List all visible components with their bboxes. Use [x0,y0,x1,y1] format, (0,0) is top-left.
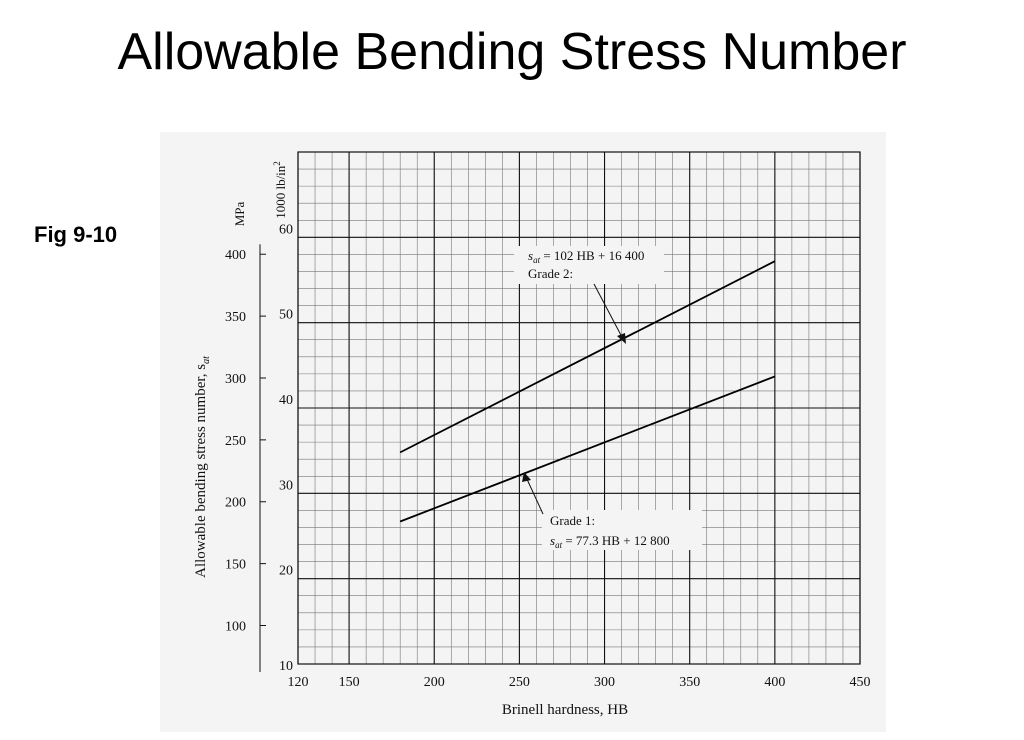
ksi-tick-label: 20 [279,564,293,579]
major-grid [297,151,861,665]
plot-frame [297,151,861,665]
ksi-tick-label: 40 [279,393,293,408]
ksi-unit-label: 1000 lb/in2 [272,161,288,219]
series-layer [399,260,776,523]
grade1-label-bg [542,510,702,550]
ksi-tick-label: 60 [279,222,293,237]
x-tick-label: 200 [424,675,445,690]
mpa-tick-label: 400 [225,248,246,263]
x-tick-label: 250 [509,675,530,690]
bending-stress-chart: 100 150 200 250 300 350 400 10 20 30 40 50 60 120 15… [193,151,871,718]
grade2-arrow-head [617,333,626,344]
grade2-label-bg [514,246,664,284]
mpa-tick-label: 350 [225,310,246,325]
mpa-unit-label: MPa [232,201,247,226]
ksi-tick-label: 50 [279,308,293,323]
x-tick-label: 450 [850,675,871,690]
x-tick-label: 150 [339,675,360,690]
mpa-tick-label: 300 [225,372,246,387]
mpa-tick-label: 200 [225,496,246,511]
x-tick-label: 400 [764,675,785,690]
slide-title: Allowable Bending Stress Number [117,23,907,81]
x-axis: 120 150 200 250 300 350 400 450 [288,675,871,690]
ksi-tick-label: 30 [279,478,293,493]
annotation-layer: sat = 102 HB + 16 400 Grade 2: Grade 1: … [514,246,702,550]
mpa-axis: 100 150 200 250 300 350 400 [225,244,266,672]
x-tick-label: 350 [679,675,700,690]
figure-label: Fig 9-10 [34,222,118,247]
ksi-axis: 10 20 30 40 50 60 [279,222,293,674]
chart-area: 100 150 200 250 300 350 400 10 20 30 40 50 60 120 15… [160,132,886,732]
grade1-label: Grade 1: [550,513,595,528]
grade2-arrow-line [593,283,624,340]
mpa-tick-label: 150 [225,558,246,573]
ksi-tick-label: 10 [279,659,293,674]
grade2-equation: sat = 102 HB + 16 400 [528,248,644,265]
series-line-grade-2 [399,260,776,454]
grade1-arrow-head [522,472,531,482]
grade2-label: Grade 2: [528,266,573,281]
x-tick-label: 300 [594,675,615,690]
y-axis-title: Allowable bending stress number, sat [193,356,212,578]
mpa-tick-label: 250 [225,434,246,449]
mpa-tick-label: 100 [225,620,246,635]
series-line-grade-1 [399,375,776,523]
grade1-arrow-line [525,476,544,515]
x-tick-label: 120 [288,675,309,690]
grade1-equation: sat = 77.3 HB + 12 800 [550,533,670,550]
x-axis-title: Brinell hardness, HB [502,702,628,718]
